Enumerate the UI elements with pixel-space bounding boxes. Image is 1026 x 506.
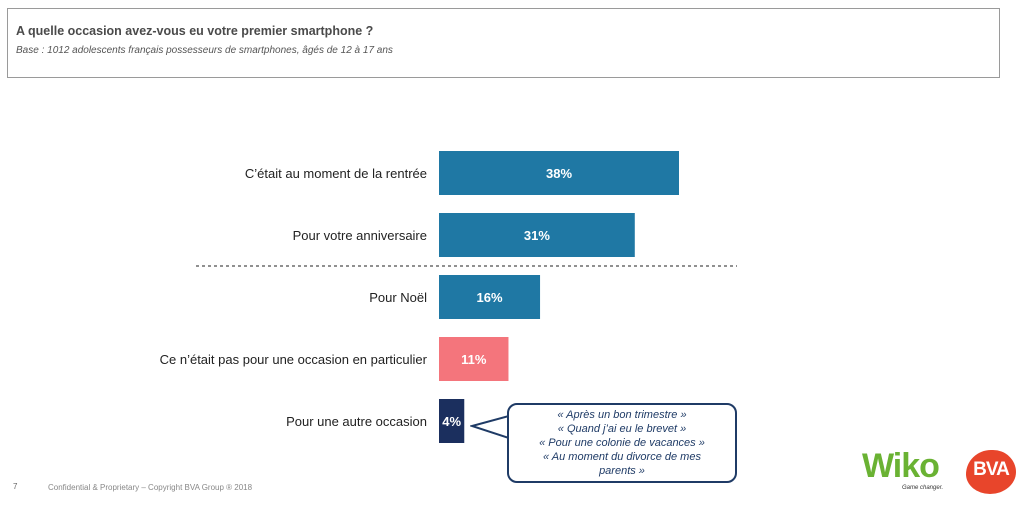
bar-value-label: 4%: [442, 414, 461, 429]
copyright-text: Confidential & Proprietary – Copyright B…: [48, 483, 253, 492]
header-box: A quelle occasion avez-vous eu votre pre…: [7, 8, 1000, 78]
bar-value-label: 11%: [461, 352, 487, 367]
page-number: 7: [13, 482, 18, 491]
callout-quote: « Quand j’ai eu le brevet »: [557, 423, 687, 435]
chart-title: A quelle occasion avez-vous eu votre pre…: [16, 24, 374, 38]
bar-value-label: 16%: [477, 290, 503, 305]
bva-logo-shape: [966, 450, 1016, 494]
bar: [439, 213, 635, 257]
callout-quote: « Au moment du divorce de mes: [543, 451, 701, 463]
callout-quote: parents »: [599, 465, 645, 477]
wiko-logo-text: Wiko: [862, 447, 940, 485]
category-label: Pour Noël: [369, 290, 427, 305]
bva-logo-text: BVA: [973, 459, 1010, 480]
category-label: Pour une autre occasion: [286, 414, 427, 429]
wiko-logo: Wiko Game changer.: [862, 447, 952, 495]
callout-quote: « Pour une colonie de vacances »: [539, 437, 705, 449]
category-label: Ce n’était pas pour une occasion en part…: [160, 352, 428, 367]
callout-quote: « Après un bon trimestre »: [557, 409, 687, 421]
callout-pointer: [470, 415, 510, 439]
bar: [439, 337, 509, 381]
category-label: C’était au moment de la rentrée: [245, 166, 427, 181]
quotes-callout: « Après un bon trimestre » « Quand j’ai …: [507, 403, 737, 483]
bar: [439, 151, 679, 195]
bar: [439, 399, 465, 443]
bar: [439, 275, 541, 319]
wiko-tagline: Game changer.: [902, 485, 944, 491]
bva-logo: BVA: [966, 450, 1020, 496]
bar-value-label: 31%: [524, 228, 550, 243]
category-label: Pour votre anniversaire: [293, 228, 427, 243]
bar-value-label: 38%: [546, 166, 572, 181]
chart-subtitle: Base : 1012 adolescents français possess…: [16, 45, 393, 56]
